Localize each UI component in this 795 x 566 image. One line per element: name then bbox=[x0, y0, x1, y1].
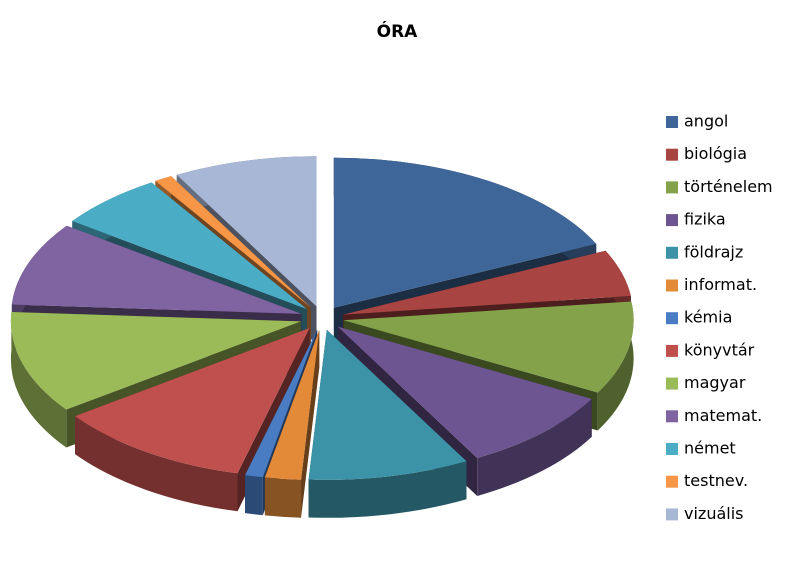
slice-top bbox=[343, 250, 631, 315]
legend-swatch bbox=[666, 148, 678, 161]
legend-label: informat. bbox=[684, 275, 757, 294]
slice-wall bbox=[10, 311, 67, 448]
slice-wall bbox=[245, 475, 263, 516]
legend-label: könyvtár bbox=[684, 340, 755, 359]
slice-wall bbox=[597, 301, 634, 431]
slice-top bbox=[333, 157, 597, 308]
legend-label: angol bbox=[684, 112, 728, 131]
slice-wall bbox=[477, 398, 592, 497]
slice-top bbox=[10, 311, 301, 410]
pie-slice bbox=[264, 330, 320, 518]
slice-top bbox=[264, 330, 320, 480]
slice-top bbox=[11, 225, 302, 314]
slice-wall bbox=[264, 477, 302, 518]
legend-label: magyar bbox=[684, 373, 746, 392]
pie-slice bbox=[308, 329, 467, 518]
slice-wall bbox=[75, 416, 238, 512]
legend-label: vizuális bbox=[684, 504, 743, 523]
legend-swatch bbox=[666, 312, 678, 325]
legend-swatch bbox=[666, 116, 678, 128]
slice-top bbox=[337, 326, 592, 459]
legend-swatch bbox=[666, 508, 678, 521]
slice-top bbox=[245, 329, 318, 478]
legend-swatch bbox=[666, 214, 678, 227]
slice-top bbox=[176, 156, 317, 307]
legend-swatch bbox=[666, 475, 678, 488]
legend-label: földrajz bbox=[684, 242, 743, 261]
legend-swatch bbox=[666, 377, 678, 390]
slice-wall bbox=[308, 461, 467, 518]
legend-label: történelem bbox=[684, 177, 773, 196]
slice-top bbox=[308, 329, 467, 480]
chart-title: ÓRA bbox=[377, 20, 419, 42]
slice-top bbox=[72, 182, 307, 310]
legend-swatch bbox=[666, 181, 678, 194]
legend-label: fizika bbox=[684, 210, 726, 229]
legend-swatch bbox=[666, 344, 678, 357]
legend-label: testnev. bbox=[684, 471, 748, 490]
legend-swatch bbox=[666, 279, 678, 292]
legend-label: biológia bbox=[684, 144, 747, 163]
slice-top bbox=[155, 176, 311, 308]
legend-swatch bbox=[666, 246, 678, 259]
legend-label: matemat. bbox=[684, 406, 762, 425]
legend-label: kémia bbox=[684, 308, 732, 327]
legend-swatch bbox=[666, 443, 678, 455]
slice-top bbox=[343, 301, 634, 393]
legend-swatch bbox=[666, 410, 678, 423]
legend-label: német bbox=[684, 439, 736, 458]
slice-top bbox=[75, 328, 310, 474]
